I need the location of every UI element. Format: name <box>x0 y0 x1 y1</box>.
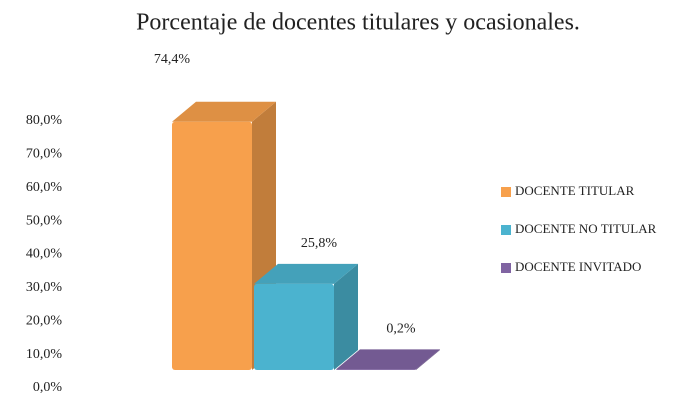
y-tick-label: 30,0% <box>26 280 63 295</box>
legend-swatch <box>501 263 511 273</box>
bar <box>254 283 334 370</box>
legend-label: DOCENTE INVITADO <box>515 259 641 274</box>
y-tick-label: 40,0% <box>26 247 63 262</box>
y-tick-label: 20,0% <box>26 313 63 328</box>
chart-title: Porcentaje de docentes titulares y ocasi… <box>136 10 580 36</box>
data-label: 25,8% <box>301 236 338 251</box>
legend-label: DOCENTE NO TITULAR <box>515 221 657 236</box>
bar-side <box>334 263 358 370</box>
data-label: 0,2% <box>386 322 416 337</box>
bar <box>172 121 252 370</box>
bar-top <box>254 263 358 284</box>
bar-top <box>172 101 276 122</box>
y-tick-label: 80,0% <box>26 113 63 128</box>
legend-swatch <box>501 187 511 197</box>
legend-swatch <box>501 225 511 235</box>
bar <box>336 369 416 370</box>
bar-side <box>416 349 440 370</box>
y-tick-label: 70,0% <box>26 147 63 162</box>
data-label: 74,4% <box>154 52 191 67</box>
y-tick-label: 0,0% <box>33 380 63 395</box>
y-tick-label: 60,0% <box>26 180 63 195</box>
legend-label: DOCENTE TITULAR <box>515 183 635 198</box>
bar-top <box>336 349 440 370</box>
y-tick-label: 10,0% <box>26 347 63 362</box>
y-tick-label: 50,0% <box>26 213 63 228</box>
